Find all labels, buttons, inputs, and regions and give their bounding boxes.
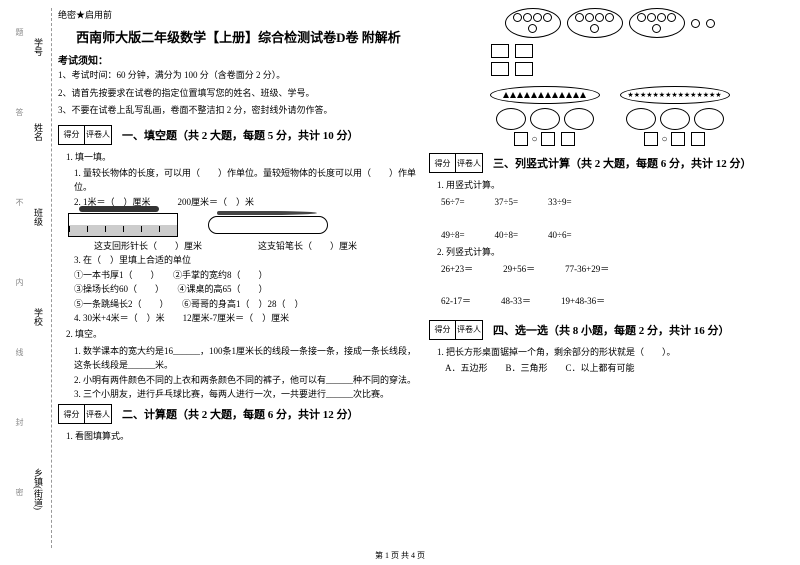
notice-header: 考试须知： [58,52,419,67]
notice-1: 1、考试时间：60 分钟，满分为 100 分（含卷面分 2 分）。 [58,69,419,83]
calc: 62-17＝ [441,293,471,309]
answer-box[interactable] [515,44,533,58]
section-2-title: 二、计算题（共 2 大题，每题 6 分，共计 12 分） [122,406,359,422]
q1: 1. 填一填。 [66,150,419,164]
calc-box[interactable] [561,132,575,146]
notice-2: 2、请首先按要求在试卷的指定位置填写您的姓名、班级、学号。 [58,87,419,101]
notice-3: 3、不要在试卷上乱写乱画，卷面不整洁扣 2 分，密封线外请勿作答。 [58,104,419,118]
q1-1: 1. 量较长物体的长度，可以用（ ）作单位。量较短物体的长度可以用（ ）作单位。 [74,166,419,195]
seal-char-5: 封 [14,418,25,426]
q1-4: 4. 30米+4米＝（ ）米 12厘米-7厘米＝（ ）厘米 [74,311,419,325]
s4-opts: A．五边形 B．三角形 C．以上都有可能 [445,361,790,375]
s3-q1: 1. 用竖式计算。 [437,178,790,192]
item-2: ⑤一条跳绳长2（ ） ⑥哥哥的身高1（ ）28（ ） [74,297,419,311]
judge-cell: 评卷人 [456,154,482,172]
calc: 48-33＝ [501,293,531,309]
seal-char-3: 内 [14,278,25,286]
label-name: 姓名 [32,123,45,141]
calc: 40÷8= [495,227,519,243]
score-box-s4: 得分 评卷人 [429,320,483,340]
seal-char-4: 线 [14,348,25,356]
judge-cell: 评卷人 [85,126,111,144]
answer-box[interactable] [491,44,509,58]
q1-3: 3. 在（ ）里填上合适的单位 [74,253,419,267]
page-footer: 第 1 页 共 4 页 [0,550,800,561]
item-1: ③操场长约60（ ） ④课桌的高65（ ） [74,282,419,296]
calc: 40÷6= [548,227,572,243]
pen-icon [217,211,317,215]
left-column: 绝密★启用前 西南师大版二年级数学【上册】综合检测试卷D卷 附解析 考试须知： … [58,8,419,547]
score-cell: 得分 [430,154,456,172]
star-diagram-icon: ★★★★★★★★★★★★★★★ ○ [620,86,730,146]
q2-3: 3. 三个小朋友，进行乒乓球比赛，每两人进行一次，一共要进行______次比赛。 [74,387,419,401]
label-class: 班级 [32,208,45,226]
s4-q1: 1. 把长方形桌面锯掉一个角，剩余部分的形状就是（ ）。 [437,345,790,359]
score-box-s3: 得分 评卷人 [429,153,483,173]
calc: 77-36+29＝ [565,261,609,277]
calc: 19+48-36＝ [561,293,605,309]
ruler-1-icon [68,213,178,237]
ruler2-label: 这支铅笔长（ ）厘米 [258,239,357,253]
q2-2: 2. 小明有两件颜色不同的上衣和两条颜色不同的裤子，他可以有______种不同的… [74,373,419,387]
label-town: 乡镇(街道) [32,468,45,510]
right-column: ○ ★★★★★★★★★★★★★★★ ○ 得分 评卷人 三、列竖式计算（共 2 大… [429,8,790,547]
apple-plates-icon [429,8,790,38]
ruler1-label: 这支回形针长（ ）厘米 [94,239,202,253]
seal-char-1: 答 [14,108,25,116]
score-box-s2: 得分 评卷人 [58,404,112,424]
judge-cell: 评卷人 [85,405,111,423]
triangle-diagram-icon: ○ [490,86,600,146]
seal-char-0: 题 [14,28,25,36]
exam-title: 西南师大版二年级数学【上册】综合检测试卷D卷 附解析 [58,27,419,46]
seal-char-2: 不 [14,198,25,206]
pin-icon [79,206,159,212]
calc: 49÷8= [441,227,465,243]
section-4-title: 四、选一选（共 8 小题，每题 2 分，共计 16 分） [493,322,730,338]
label-student-id: 学号 [32,38,45,56]
calc: 33÷9= [548,194,572,210]
q2-1: 1. 数学课本的宽大约是16______，100条1厘米长的线段一条接一条，接成… [74,344,419,373]
answer-box[interactable] [515,62,533,76]
ruler-2-icon [208,216,328,234]
s2-q1: 1. 看图填算式。 [66,429,419,443]
item-0: ①一本书厚1（ ） ②手掌的宽约8（ ） [74,268,419,282]
score-box-s1: 得分 评卷人 [58,125,112,145]
calc: 29+56＝ [503,261,535,277]
calc-box[interactable] [691,132,705,146]
q2: 2. 填空。 [66,327,419,341]
secret-label: 绝密★启用前 [58,8,419,21]
calc: 26+23＝ [441,261,473,277]
answer-box[interactable] [491,62,509,76]
calc: 56÷7= [441,194,465,210]
section-1-title: 一、填空题（共 2 大题，每题 5 分，共计 10 分） [122,127,359,143]
calc-box[interactable] [644,132,658,146]
score-cell: 得分 [59,126,85,144]
section-3-title: 三、列竖式计算（共 2 大题，每题 6 分，共计 12 分） [493,155,752,171]
seal-char-6: 密 [14,488,25,496]
label-school: 学校 [32,308,45,326]
calc-box[interactable] [541,132,555,146]
s3-q2: 2. 列竖式计算。 [437,245,790,259]
score-cell: 得分 [59,405,85,423]
calc-box[interactable] [514,132,528,146]
judge-cell: 评卷人 [456,321,482,339]
score-cell: 得分 [430,321,456,339]
calc: 37÷5= [495,194,519,210]
calc-box[interactable] [671,132,685,146]
